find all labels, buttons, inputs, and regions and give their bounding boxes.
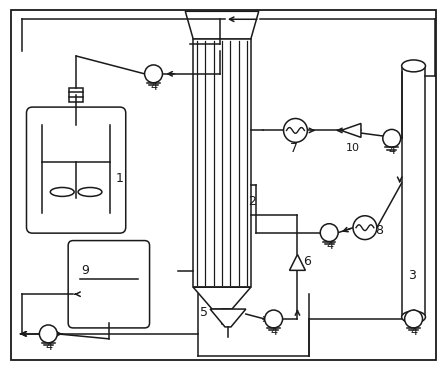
Polygon shape <box>290 255 305 270</box>
Bar <box>69 88 83 102</box>
Text: 9: 9 <box>81 264 89 278</box>
Ellipse shape <box>402 311 426 323</box>
Text: 4: 4 <box>45 342 52 352</box>
Text: 4: 4 <box>270 327 278 337</box>
Text: 4: 4 <box>411 327 417 337</box>
Polygon shape <box>341 124 361 137</box>
Text: 1: 1 <box>116 172 124 185</box>
Ellipse shape <box>402 60 426 72</box>
Text: 5: 5 <box>200 306 208 319</box>
Circle shape <box>320 224 338 242</box>
Bar <box>193 39 251 287</box>
Circle shape <box>283 118 308 142</box>
Bar <box>402 66 426 317</box>
Circle shape <box>353 216 377 240</box>
Polygon shape <box>186 11 259 39</box>
FancyBboxPatch shape <box>26 107 126 233</box>
Circle shape <box>144 65 162 83</box>
Text: 4: 4 <box>389 146 396 156</box>
Circle shape <box>265 310 283 328</box>
FancyBboxPatch shape <box>68 240 150 328</box>
Circle shape <box>39 325 57 343</box>
Text: 6: 6 <box>304 255 311 268</box>
Polygon shape <box>193 287 251 309</box>
Polygon shape <box>210 309 246 327</box>
Text: 3: 3 <box>408 269 415 282</box>
Text: 10: 10 <box>346 143 360 153</box>
Circle shape <box>405 310 422 328</box>
Text: 8: 8 <box>375 223 383 237</box>
Text: 2: 2 <box>248 195 256 208</box>
Text: 4: 4 <box>151 82 158 92</box>
Text: 4: 4 <box>326 240 333 250</box>
Circle shape <box>383 130 401 147</box>
Text: 7: 7 <box>290 142 298 155</box>
